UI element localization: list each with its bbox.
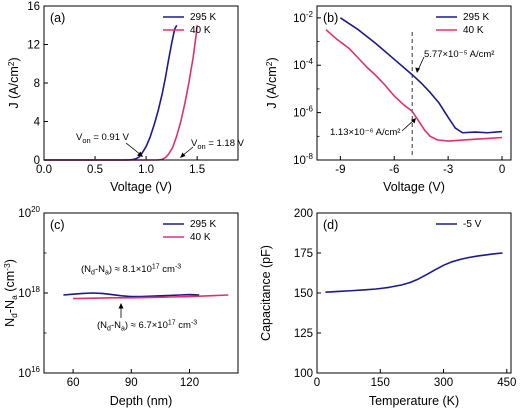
panel-b-annotation-40k: 1.13×10⁻⁶ A/cm²: [330, 127, 400, 138]
panel-b: -9 -6 -3 0 10-8 10-6 10-4 10-2 (b) 295 K 40 K 5…: [264, 5, 512, 194]
panel-c-x-tick-label: 60: [67, 377, 80, 389]
panel-c-frame: [43, 212, 239, 374]
panel-d-x-tick-label: 150: [371, 377, 390, 389]
panel-d-series-5-v-line: [325, 252, 503, 293]
panel-a-von-295k-arrow: [125, 142, 142, 156]
panel-b-y-tick-label: 10-2: [293, 10, 313, 25]
panel-b-x-tick-label: -6: [389, 164, 399, 176]
panel-b-series-40-k-line: [325, 29, 503, 142]
panel-d-xlabel: Temperature (K): [369, 394, 459, 408]
panel-a-von-295k-arrowhead: [137, 151, 143, 157]
panel-b-arrow-295k: [417, 56, 425, 71]
panel-a-y-tick-label: 4: [34, 117, 41, 129]
panel-b-frame: [316, 5, 512, 161]
panel-a-frame: [43, 5, 239, 161]
panel-b-y-tick-label: 10-4: [293, 57, 313, 72]
panel-b-arrowhead-295k: [415, 67, 420, 73]
panel-c-legend-40k: 40 K: [190, 232, 211, 243]
panel-a-y-tick-label: 12: [27, 40, 40, 52]
panel-c-annotation-295k: (Nd-Na) ≈ 8.1×1017 cm-3: [81, 264, 181, 277]
panel-c-label: (c): [50, 218, 65, 232]
panel-d-label: (d): [323, 218, 338, 232]
panel-d-x-tick-label: 300: [434, 377, 453, 389]
panel-d: 0 150 300 450 100 125 150 175 200 (d) -5 V Tempe…: [259, 208, 516, 408]
panel-d-marks: 0 150 300 450 100 125 150 175 200: [294, 208, 517, 389]
panel-a-y-tick-label: 16: [27, 1, 40, 13]
panel-c-legend-295k: 295 K: [190, 219, 216, 230]
panel-c: 60 90 120 1016 1018 1020 (c) 295 K 40 K (Nd-N…: [2, 205, 239, 408]
panel-a-marks: 0.0 0.5 1.0 1.5 0 4 8 12 16: [27, 1, 205, 176]
panel-b-y-tick-label: 10-6: [293, 105, 313, 120]
panel-b-y-tick-label: 10-8: [293, 152, 313, 167]
panel-d-y-tick-label: 150: [294, 288, 313, 300]
panel-d-frame: [316, 212, 512, 374]
panel-b-x-tick-label: 0: [499, 164, 505, 176]
panel-b-xlabel: Voltage (V): [383, 180, 445, 194]
panel-a-von-40k-annotation: Von = 1.18 V: [191, 138, 245, 151]
panel-a-von-295k-annotation: Von = 0.91 V: [76, 132, 130, 145]
panel-d-y-tick-label: 100: [294, 368, 313, 380]
panel-d-y-tick-label: 200: [294, 208, 313, 220]
panel-c-x-tick-label: 90: [125, 377, 138, 389]
panel-c-series-295-k-line: [63, 292, 200, 298]
panel-b-annotation-295k: 5.77×10⁻⁵ A/cm²: [424, 49, 494, 60]
panel-d-y-tick-label: 175: [294, 248, 313, 260]
panel-c-series-40-k-line: [73, 294, 229, 300]
panel-b-ylabel: J (A/cm2): [264, 57, 279, 108]
panel-c-marks: 60 90 120 1016 1018 1020: [18, 205, 229, 389]
panel-c-x-tick-label: 120: [180, 377, 199, 389]
panel-a-legend-295k: 295 K: [190, 12, 216, 23]
panel-b-x-tick-label: -9: [335, 164, 345, 176]
panel-b-legend-295k: 295 K: [463, 12, 489, 23]
panel-a-x-tick-label: 1.0: [138, 164, 154, 176]
panel-b-series-295-k-line: [339, 17, 503, 134]
panel-a-label: (a): [50, 11, 65, 25]
panel-a-xlabel: Voltage (V): [110, 180, 172, 194]
panel-a-legend-40k: 40 K: [190, 25, 211, 36]
panel-d-ylabel: Capacitance (pF): [259, 245, 273, 341]
panel-c-xlabel: Depth (nm): [110, 394, 173, 408]
panel-a: 0.0 0.5 1.0 1.5 0 4 8 12 16 (a) 295 K 40 K Von =…: [6, 1, 245, 194]
panel-c-y-tick-label: 1016: [18, 365, 40, 380]
panel-a-y-tick-label: 0: [34, 155, 40, 167]
panel-a-x-tick-label: 0.5: [87, 164, 103, 176]
panel-b-legend-40k: 40 K: [463, 25, 484, 36]
panel-b-arrow-40k: [401, 119, 415, 132]
panel-a-x-tick-label: 0.0: [36, 164, 52, 176]
panel-d-legend-label: -5 V: [463, 219, 482, 230]
panel-b-marks: -9 -6 -3 0 10-8 10-6 10-4 10-2: [293, 10, 505, 176]
panel-c-annotation-40k: (Nd-Na) ≈ 6.7×1017 cm-3: [97, 320, 197, 333]
panel-b-arrowhead-40k: [411, 118, 416, 124]
panel-a-y-tick-label: 8: [34, 78, 40, 90]
panel-d-x-tick-label: 450: [497, 377, 516, 389]
panel-c-y-tick-label: 1018: [18, 285, 40, 300]
panel-d-y-tick-label: 125: [294, 328, 313, 340]
panel-a-ylabel: J (A/cm2): [6, 57, 21, 108]
panel-c-ylabel: Nd-Na (cm-3): [2, 259, 19, 327]
panel-b-x-tick-label: -3: [443, 164, 453, 176]
panel-d-x-tick-label: 0: [314, 377, 320, 389]
panel-a-x-tick-label: 1.5: [189, 164, 205, 176]
panel-b-label: (b): [323, 11, 338, 25]
panel-c-y-tick-label: 1020: [18, 205, 40, 220]
panel-a-von-40k-arrowhead: [180, 152, 186, 158]
panel-c-arrowhead-40k: [118, 303, 124, 309]
